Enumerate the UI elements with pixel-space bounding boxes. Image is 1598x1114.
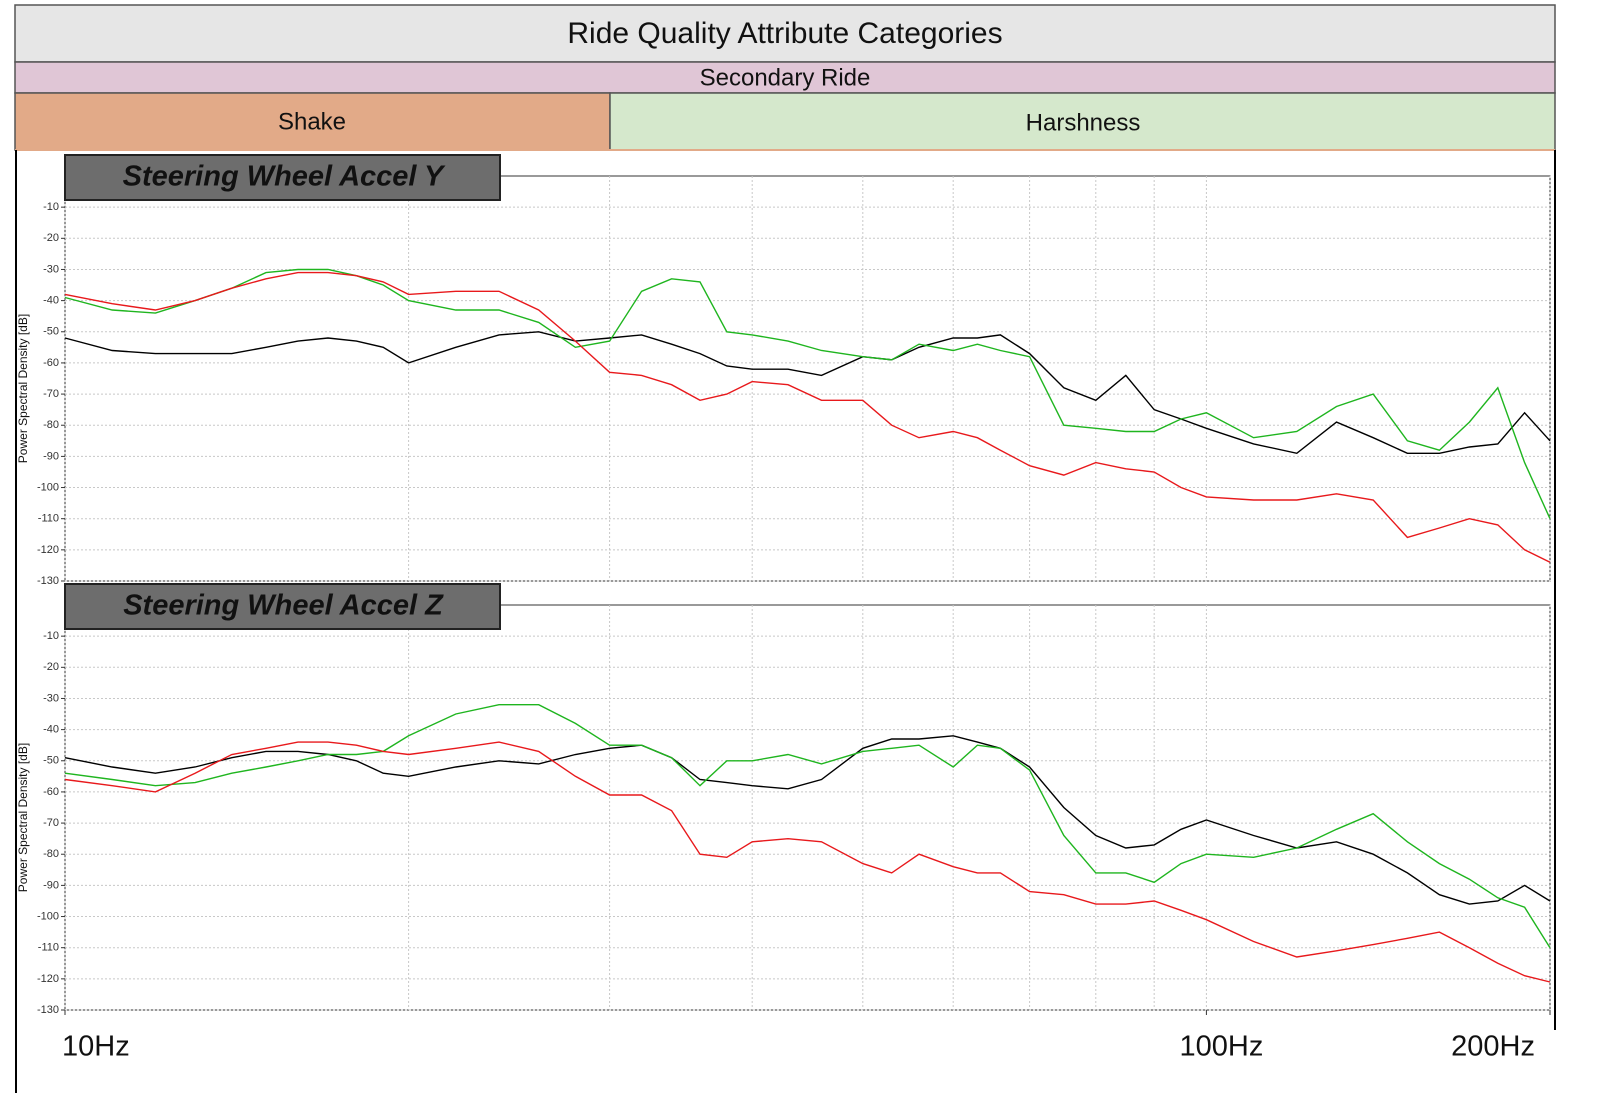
plot-area xyxy=(64,175,1551,582)
harshness-band xyxy=(609,92,1556,151)
y-tick-label: -60 xyxy=(43,786,59,798)
y-tick-label: -100 xyxy=(37,481,59,493)
title-box xyxy=(64,154,501,201)
series-line xyxy=(64,735,1551,905)
y-tick-label: -10 xyxy=(43,630,59,642)
header-band xyxy=(14,4,1556,63)
series-line xyxy=(64,271,1551,563)
y-tick-label: -80 xyxy=(43,848,59,860)
y-tick-label: -80 xyxy=(43,419,59,431)
chart-title: Steering Wheel Accel Y xyxy=(123,161,446,193)
y-tick-label: -10 xyxy=(43,201,59,213)
y-tick-label: -120 xyxy=(37,973,59,985)
y-tick-label: -100 xyxy=(37,910,59,922)
plot-area xyxy=(64,604,1551,1011)
segment-label: Shake xyxy=(278,108,346,135)
y-tick-label: -50 xyxy=(43,326,59,338)
secondary-band xyxy=(14,61,1556,94)
y-tick-label: -130 xyxy=(37,1004,59,1016)
shake-band xyxy=(14,92,611,151)
y-tick-label: -20 xyxy=(43,232,59,244)
y-tick-label: -30 xyxy=(43,692,59,704)
y-tick-label: -40 xyxy=(43,724,59,736)
y-tick-label: -110 xyxy=(38,513,59,525)
chart-title: Steering Wheel Accel Z xyxy=(123,590,444,622)
y-tick-label: -110 xyxy=(38,942,59,954)
title-box xyxy=(64,583,501,630)
y-tick-label: -120 xyxy=(37,544,59,556)
x-tick-label: 10Hz xyxy=(62,1031,130,1063)
series-line xyxy=(64,331,1551,455)
y-tick-label: -50 xyxy=(43,755,59,767)
y-tick-label: -60 xyxy=(43,357,59,369)
y-tick-label: -130 xyxy=(37,575,59,587)
y-tick-label: -70 xyxy=(43,817,59,829)
band-label: Secondary Ride xyxy=(700,64,871,91)
x-tick-label: 200Hz xyxy=(1451,1031,1535,1063)
x-tick-label: 100Hz xyxy=(1179,1031,1263,1063)
y-tick-label: -70 xyxy=(43,388,59,400)
y-tick-label: -90 xyxy=(43,450,59,462)
y-tick-label: -20 xyxy=(43,661,59,673)
series-line xyxy=(64,268,1551,519)
y-axis-label: Power Spectral Density [dB] xyxy=(16,743,30,892)
header-title: Ride Quality Attribute Categories xyxy=(567,17,1002,50)
segment-label: Harshness xyxy=(1026,109,1141,136)
series-line xyxy=(64,704,1551,949)
y-tick-label: -30 xyxy=(43,263,59,275)
series-line xyxy=(64,741,1551,983)
y-tick-label: -40 xyxy=(43,295,59,307)
y-axis-label: Power Spectral Density [dB] xyxy=(16,314,30,463)
y-tick-label: -90 xyxy=(43,879,59,891)
